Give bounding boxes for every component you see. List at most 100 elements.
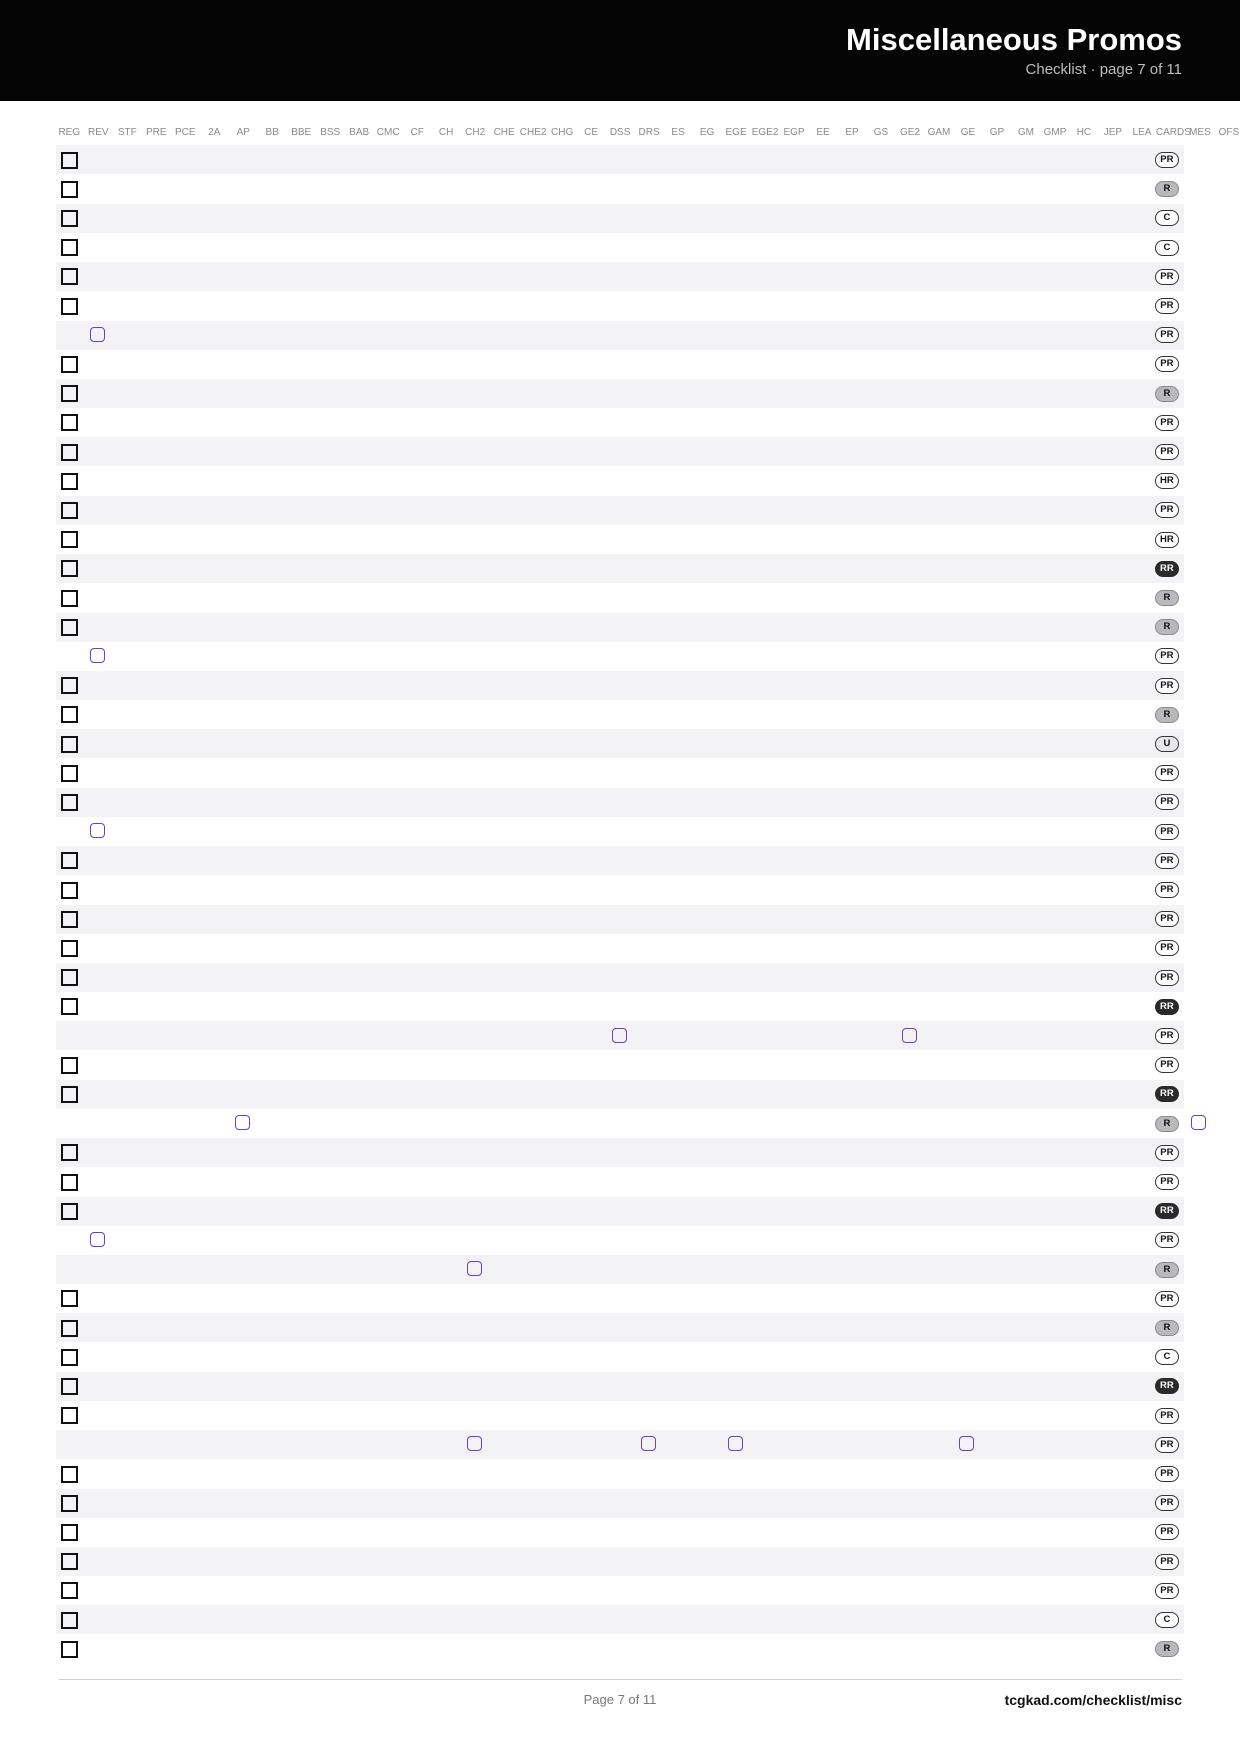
rarity-badge: C <box>1154 1612 1179 1628</box>
page-number: Page 7 of 11 <box>583 1692 657 1707</box>
checkbox[interactable] <box>60 443 78 461</box>
checkbox[interactable] <box>60 1202 78 1220</box>
rarity-badge: PR <box>1154 1144 1179 1161</box>
checkbox[interactable] <box>60 209 78 227</box>
checkbox[interactable] <box>60 618 78 636</box>
checkbox[interactable] <box>60 472 78 490</box>
variant-checkbox[interactable] <box>89 326 105 342</box>
checkbox[interactable] <box>60 910 78 928</box>
checkbox[interactable] <box>60 1085 78 1103</box>
checkbox[interactable] <box>60 852 78 870</box>
variant-checkbox[interactable] <box>466 1436 482 1452</box>
column-header: STF <box>117 127 137 138</box>
checkbox[interactable] <box>60 735 78 753</box>
rarity-badge: PR <box>1154 969 1179 986</box>
column-header: BSS <box>320 127 341 138</box>
checkbox[interactable] <box>60 677 78 695</box>
checkbox[interactable] <box>60 1056 78 1074</box>
rarity-badge: HR <box>1154 473 1179 490</box>
checkbox[interactable] <box>60 1611 78 1629</box>
checkbox[interactable] <box>60 969 78 987</box>
checkbox[interactable] <box>60 1290 78 1308</box>
rarity-badge: R <box>1154 1115 1179 1132</box>
checkbox[interactable] <box>60 1494 78 1512</box>
checkbox[interactable] <box>60 1144 78 1162</box>
checkbox[interactable] <box>60 1582 78 1600</box>
checkbox[interactable] <box>60 939 78 957</box>
variant-checkbox[interactable] <box>234 1115 250 1131</box>
rarity-badge: PR <box>1154 152 1179 168</box>
rarity-badge: PR <box>1154 1174 1179 1190</box>
header-band: Miscellaneous Promos Checklist · page 7 … <box>0 0 1240 101</box>
variant-checkbox[interactable] <box>89 647 105 663</box>
rarity-badge: PR <box>1154 882 1179 898</box>
checklist-row <box>56 992 1184 1021</box>
rarity-badge: RR <box>1154 560 1179 577</box>
checklist-row <box>56 904 1184 934</box>
checkbox[interactable] <box>60 1173 78 1191</box>
checklist-row <box>56 350 1184 379</box>
checkbox[interactable] <box>60 793 78 811</box>
rarity-badge: PR <box>1154 327 1179 344</box>
variant-checkbox[interactable] <box>901 1027 917 1043</box>
checkbox[interactable] <box>60 355 78 373</box>
checkbox[interactable] <box>60 1377 78 1395</box>
checklist-row <box>56 787 1184 817</box>
checkbox[interactable] <box>60 151 78 169</box>
column-header: BAB <box>349 127 370 138</box>
rarity-badge: R <box>1154 590 1179 606</box>
column-header: GMP <box>1043 127 1067 138</box>
checkbox[interactable] <box>60 706 78 724</box>
checkbox[interactable] <box>60 414 78 432</box>
rarity-badge: C <box>1154 1349 1179 1366</box>
checkbox[interactable] <box>60 1465 78 1483</box>
column-header: CHG <box>551 127 574 138</box>
checklist-row <box>56 1138 1184 1168</box>
column-header: BBE <box>291 127 312 138</box>
checkbox[interactable] <box>60 1523 78 1541</box>
column-header: JEP <box>1103 127 1123 138</box>
variant-checkbox[interactable] <box>89 1231 105 1247</box>
variant-checkbox[interactable] <box>466 1261 482 1277</box>
checklist-row <box>56 1196 1184 1226</box>
checklist-row <box>56 846 1184 876</box>
checkbox[interactable] <box>60 531 78 549</box>
checkbox[interactable] <box>60 764 78 782</box>
checkbox[interactable] <box>60 501 78 519</box>
checkbox[interactable] <box>60 180 78 198</box>
variant-checkbox[interactable] <box>89 823 105 839</box>
rarity-badge: PR <box>1154 1495 1179 1512</box>
checklist-row <box>56 145 1184 175</box>
checklist-row <box>56 525 1184 554</box>
checkbox[interactable] <box>60 881 78 899</box>
checkbox[interactable] <box>60 385 78 403</box>
checkbox[interactable] <box>60 589 78 607</box>
variant-checkbox[interactable] <box>959 1436 975 1452</box>
checkbox[interactable] <box>60 297 78 315</box>
checkbox[interactable] <box>60 1348 78 1366</box>
rarity-badge: PR <box>1154 1057 1179 1074</box>
checkbox[interactable] <box>60 560 78 578</box>
column-header: REV <box>88 127 109 138</box>
rarity-badge: C <box>1154 239 1179 256</box>
column-header: DSS <box>609 127 631 138</box>
checklist-row <box>56 1109 1184 1138</box>
checklist-row <box>56 1284 1184 1313</box>
column-header: CF <box>410 127 424 138</box>
checkbox[interactable] <box>60 239 78 257</box>
variant-checkbox[interactable] <box>727 1436 743 1452</box>
variant-checkbox[interactable] <box>640 1436 656 1452</box>
footer-url: tcgkad.com/checklist/misc <box>1004 1692 1182 1708</box>
checkbox[interactable] <box>60 1407 78 1425</box>
column-header: EP <box>845 127 859 138</box>
checkbox[interactable] <box>60 1553 78 1571</box>
variant-checkbox[interactable] <box>1191 1115 1207 1131</box>
variant-checkbox[interactable] <box>611 1027 627 1043</box>
checkbox[interactable] <box>60 998 78 1016</box>
checkbox[interactable] <box>60 268 78 286</box>
checklist-row <box>56 1051 1184 1080</box>
rarity-badge: R <box>1154 1261 1179 1278</box>
checkbox[interactable] <box>60 1319 78 1337</box>
checkbox[interactable] <box>60 1640 78 1658</box>
checklist-row <box>56 1255 1184 1284</box>
